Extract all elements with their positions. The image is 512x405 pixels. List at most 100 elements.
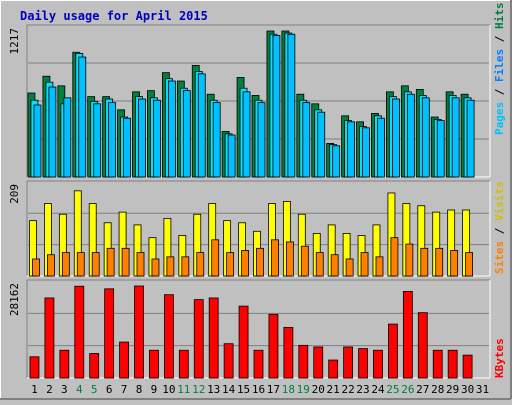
bar-kbytes-day-17: [268, 313, 279, 379]
bar-pages-day-28: [436, 120, 445, 178]
bar-sites-day-20: [315, 252, 324, 277]
bar-kbytes-day-28: [432, 349, 443, 379]
panel-3-ymax-label: 28162: [8, 283, 21, 316]
bar-kbytes-day-8: [134, 285, 144, 379]
x-tick-label-19: 19: [297, 383, 310, 396]
bar-kbytes-day-6: [104, 288, 115, 379]
bar-sites-day-15: [241, 250, 249, 277]
bar-kbytes-day-14: [223, 343, 234, 379]
bar-sites-day-25: [390, 237, 399, 277]
bar-pages-day-20: [317, 111, 326, 178]
bar-pages-day-6: [108, 102, 117, 178]
x-tick-label-27: 27: [416, 383, 429, 396]
bar-sites-day-8: [136, 252, 145, 277]
bar-kbytes-day-26: [402, 291, 413, 379]
bar-sites-day-11: [181, 256, 190, 277]
x-tick-label-3: 3: [61, 383, 68, 396]
bar-pages-day-4: [78, 56, 87, 178]
x-tick-label-12: 12: [192, 383, 205, 396]
bar-pages-day-24: [377, 117, 385, 178]
legend-files: Files: [493, 49, 506, 82]
bar-sites-day-23: [360, 252, 369, 277]
bar-kbytes-day-10: [163, 294, 174, 379]
x-tick-label-9: 9: [151, 383, 158, 396]
bar-pages-day-30: [466, 99, 475, 178]
x-tick-label-23: 23: [356, 383, 369, 396]
bar-sites-day-17: [271, 239, 279, 277]
bar-kbytes-day-15: [238, 305, 249, 379]
x-tick-label-24: 24: [371, 383, 385, 396]
bar-pages-day-18: [287, 33, 296, 178]
bar-sites-day-12: [196, 252, 205, 277]
bar-kbytes-day-16: [253, 349, 264, 379]
bar-sites-day-28: [435, 247, 444, 277]
x-tick-label-29: 29: [446, 383, 459, 396]
bar-pages-day-1: [33, 104, 42, 178]
x-tick-label-14: 14: [222, 383, 236, 396]
bar-kbytes-day-21: [328, 359, 339, 379]
bar-kbytes-day-19: [298, 344, 309, 379]
bar-kbytes-day-12: [193, 299, 204, 379]
x-tick-label-20: 20: [312, 383, 325, 396]
bar-pages-day-23: [362, 127, 370, 178]
bar-pages-day-11: [182, 90, 191, 178]
bar-kbytes-day-7: [119, 341, 129, 379]
bar-kbytes-day-25: [388, 323, 398, 379]
legend-panel1: Pages / Files / Hits: [493, 3, 506, 136]
bar-pages-day-29: [451, 97, 460, 178]
bar-pages-day-7: [123, 117, 131, 178]
bar-kbytes-day-1: [29, 356, 40, 379]
bar-pages-day-14: [227, 134, 236, 178]
legend-hits: Hits: [493, 3, 506, 30]
bar-sites-day-14: [226, 252, 235, 277]
bar-sites-day-9: [151, 258, 160, 277]
x-tick-label-16: 16: [252, 383, 265, 396]
bar-sites-day-10: [166, 256, 175, 277]
x-tick-label-8: 8: [136, 383, 143, 396]
bar-kbytes-day-11: [178, 349, 189, 379]
bar-kbytes-day-29: [447, 349, 458, 379]
bar-sites-day-16: [256, 247, 264, 277]
bar-kbytes-day-20: [313, 346, 324, 379]
bar-sites-day-29: [450, 250, 459, 277]
bar-pages-day-27: [421, 97, 430, 178]
x-tick-label-4: 4: [76, 383, 83, 396]
x-axis: 1 2 3 4 5 6 7 8 9 10 11 12 13 14 15 16 17 18 19 20 21 22 23 24 2…: [31, 383, 489, 396]
bar-pages-day-16: [257, 102, 266, 178]
bar-kbytes-day-22: [343, 346, 354, 379]
bar-kbytes-day-5: [89, 353, 100, 379]
legend-panel2: Sites / Visits: [493, 181, 506, 274]
x-tick-label-31: 31: [476, 383, 489, 396]
bar-pages-day-26: [406, 93, 415, 178]
bar-kbytes-day-9: [149, 349, 159, 379]
bar-sites-day-18: [285, 241, 294, 277]
bar-sites-day-7: [121, 247, 130, 277]
bar-kbytes-day-27: [417, 312, 428, 379]
bar-pages-day-25: [392, 98, 400, 178]
bar-pages-day-21: [332, 145, 341, 178]
legend-sep-2: /: [493, 29, 506, 49]
x-tick-label-7: 7: [121, 383, 128, 396]
x-tick-label-18: 18: [282, 383, 295, 396]
bar-pages-day-22: [347, 121, 356, 178]
bar-pages-day-5: [93, 103, 102, 178]
bar-sites-day-13: [211, 239, 220, 277]
bar-sites-day-24: [375, 256, 384, 277]
legend-sep-3: /: [493, 221, 506, 241]
bar-pages-day-3: [63, 97, 72, 178]
legend-pages: Pages: [493, 102, 506, 135]
bar-kbytes-day-23: [358, 348, 368, 379]
x-tick-label-13: 13: [207, 383, 220, 396]
legend-sep-1: /: [493, 82, 506, 102]
bar-pages-day-19: [302, 102, 311, 178]
bar-kbytes-day-18: [283, 326, 294, 379]
bar-sites-day-3: [61, 252, 70, 277]
bar-kbytes-day-3: [59, 349, 70, 379]
bar-sites-day-22: [345, 258, 354, 277]
bar-kbytes-day-13: [208, 297, 219, 379]
bar-kbytes-day-4: [74, 285, 85, 379]
x-tick-label-30: 30: [461, 383, 474, 396]
bar-sites-day-2: [47, 254, 55, 277]
